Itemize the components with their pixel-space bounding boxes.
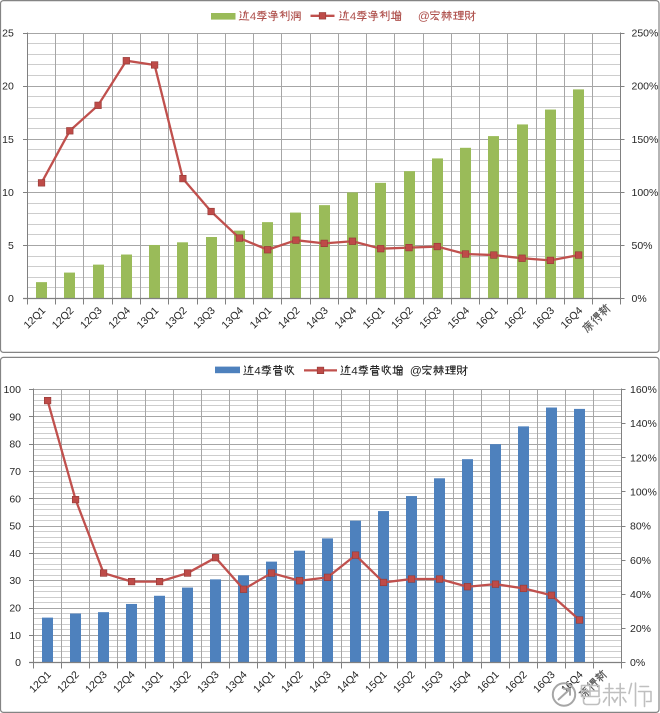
svg-text:4: 4 (350, 11, 356, 23)
svg-text:0%: 0% (630, 657, 645, 669)
svg-text:30: 30 (9, 575, 21, 587)
svg-text:150%: 150% (632, 134, 659, 146)
svg-text:0: 0 (15, 657, 21, 669)
svg-text:100%: 100% (630, 486, 657, 498)
svg-text:10: 10 (2, 187, 14, 199)
svg-text:60: 60 (9, 493, 21, 505)
svg-text:5: 5 (8, 240, 14, 252)
svg-text:20: 20 (9, 603, 21, 615)
svg-text:90: 90 (9, 411, 21, 423)
svg-text:100%: 100% (632, 187, 659, 199)
svg-text:20%: 20% (630, 623, 651, 635)
svg-text:80%: 80% (630, 521, 651, 533)
svg-text:@: @ (418, 9, 430, 23)
svg-text:160%: 160% (630, 384, 657, 396)
svg-text:140%: 140% (630, 418, 657, 430)
svg-text:4: 4 (250, 11, 256, 23)
svg-text:40%: 40% (630, 589, 651, 601)
svg-text:250%: 250% (632, 28, 659, 40)
svg-text:80: 80 (9, 439, 21, 451)
svg-text:4: 4 (351, 365, 357, 377)
svg-text:20: 20 (2, 81, 14, 93)
svg-text:15: 15 (2, 134, 14, 146)
svg-text:40: 40 (9, 548, 21, 560)
svg-text:70: 70 (9, 466, 21, 478)
svg-text:0%: 0% (632, 293, 647, 305)
svg-text:0: 0 (8, 293, 14, 305)
svg-text:10: 10 (9, 630, 21, 642)
svg-text:120%: 120% (630, 452, 657, 464)
svg-text:200%: 200% (632, 81, 659, 93)
svg-text:50: 50 (9, 521, 21, 533)
svg-text:@: @ (410, 364, 422, 378)
svg-text:4: 4 (254, 365, 260, 377)
svg-text:25: 25 (2, 28, 14, 40)
svg-text:60%: 60% (630, 555, 651, 567)
svg-text:50%: 50% (632, 240, 653, 252)
svg-text:100: 100 (3, 384, 21, 396)
